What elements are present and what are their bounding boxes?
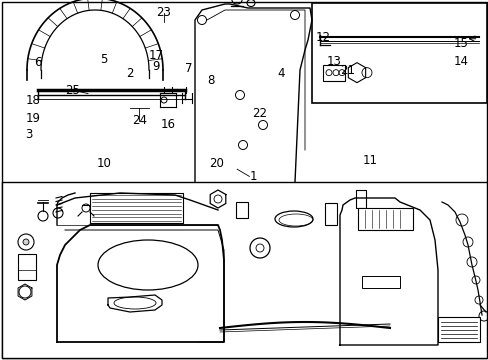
Text: 10: 10 <box>97 157 111 170</box>
Bar <box>357 208 412 230</box>
Bar <box>355 190 365 208</box>
Text: 6: 6 <box>34 57 41 69</box>
Bar <box>2 182 486 358</box>
Text: 1: 1 <box>249 170 256 183</box>
Text: 23: 23 <box>156 6 171 19</box>
Bar <box>361 276 399 288</box>
Text: 12: 12 <box>315 31 330 44</box>
Text: 11: 11 <box>362 154 376 167</box>
Bar <box>322 65 344 81</box>
Text: 3: 3 <box>25 129 33 141</box>
Bar <box>311 3 486 103</box>
Bar <box>236 202 247 218</box>
Text: 17: 17 <box>149 49 164 62</box>
Bar <box>18 254 36 280</box>
Text: 9: 9 <box>151 60 159 73</box>
Text: 4: 4 <box>277 67 285 80</box>
Text: 19: 19 <box>26 112 41 125</box>
Text: 21: 21 <box>339 64 354 77</box>
Text: 18: 18 <box>26 94 41 107</box>
Text: 24: 24 <box>132 114 146 127</box>
Text: 5: 5 <box>100 53 108 66</box>
Text: 25: 25 <box>65 84 80 96</box>
Text: 16: 16 <box>160 118 175 131</box>
Text: 13: 13 <box>326 55 341 68</box>
Text: 7: 7 <box>184 62 192 75</box>
Text: 2: 2 <box>125 67 133 80</box>
Bar <box>325 203 336 225</box>
Circle shape <box>23 239 29 245</box>
Text: 8: 8 <box>207 75 215 87</box>
Bar <box>437 317 479 342</box>
Text: 15: 15 <box>453 37 468 50</box>
Text: 14: 14 <box>452 55 468 68</box>
Text: 20: 20 <box>208 157 223 170</box>
Text: 22: 22 <box>252 107 267 120</box>
